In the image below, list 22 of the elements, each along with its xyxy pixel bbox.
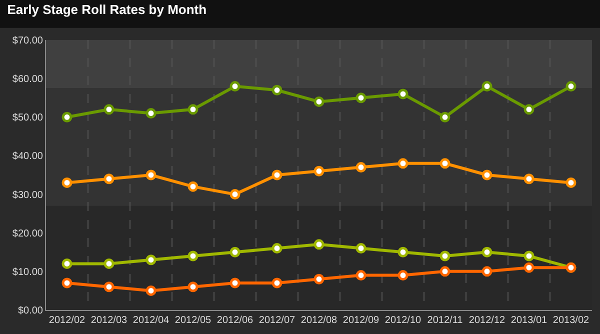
x-tick-label: 2013/01 <box>510 315 548 326</box>
y-tick-label: $20.00 <box>12 228 44 240</box>
x-tick-label: 2012/10 <box>384 315 422 326</box>
x-tick-label: 2012/04 <box>132 315 170 326</box>
y-tick-label: $10.00 <box>12 266 44 278</box>
x-tick-label: 2012/08 <box>300 315 338 326</box>
x-tick-label: 2012/09 <box>342 315 380 326</box>
x-tick-label: 2012/12 <box>468 315 506 326</box>
y-tick-label: $60.00 <box>12 74 44 86</box>
x-tick-label: 2012/02 <box>48 315 86 326</box>
y-tick-label: $0.00 <box>18 306 44 316</box>
x-tick-label: 2012/06 <box>216 315 254 326</box>
x-tick-label: 2012/05 <box>174 315 212 326</box>
y-tick-label: $50.00 <box>12 112 44 124</box>
x-tick-label: 2012/07 <box>258 315 296 326</box>
y-tick-label: $40.00 <box>12 151 44 162</box>
x-tick-label: 2013/02 <box>552 315 590 326</box>
y-tick-label: $30.00 <box>12 190 44 201</box>
x-tick-label: 2012/03 <box>90 315 128 326</box>
x-tick-label: 2012/11 <box>427 315 464 326</box>
y-tick-label: $70.00 <box>12 36 44 46</box>
chart-title: Early Stage Roll Rates by Month <box>7 2 207 18</box>
